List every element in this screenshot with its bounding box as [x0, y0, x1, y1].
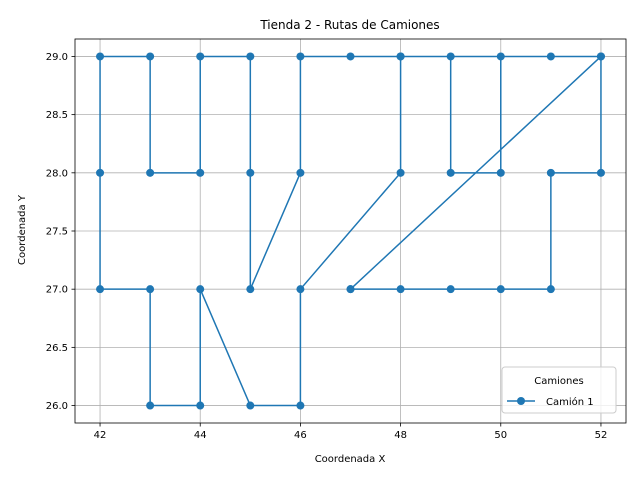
- data-point: [246, 401, 255, 410]
- x-tick-label: 44: [194, 430, 207, 441]
- data-point: [596, 52, 605, 61]
- data-point: [546, 52, 555, 61]
- data-point: [246, 52, 255, 61]
- data-point: [396, 52, 405, 61]
- data-point: [196, 168, 205, 177]
- data-point: [96, 285, 105, 294]
- data-point: [196, 285, 205, 294]
- data-point: [546, 285, 555, 294]
- series-layer: [96, 52, 605, 410]
- legend-title: Camiones: [534, 376, 583, 387]
- legend-marker: [517, 397, 525, 405]
- data-point: [346, 52, 355, 61]
- data-point: [346, 285, 355, 294]
- legend-entry-label: Camión 1: [546, 396, 594, 408]
- data-point: [96, 52, 105, 61]
- data-point: [146, 285, 155, 294]
- x-tick-label: 46: [294, 430, 307, 441]
- data-point: [196, 52, 205, 61]
- data-point: [396, 285, 405, 294]
- y-tick-label: 26.5: [46, 343, 68, 354]
- x-tick-label: 48: [394, 430, 407, 441]
- data-point: [146, 168, 155, 177]
- y-tick-label: 27.0: [46, 285, 68, 296]
- data-point: [296, 285, 305, 294]
- data-point: [296, 52, 305, 61]
- series-line: [99, 55, 602, 407]
- data-point: [446, 52, 455, 61]
- y-tick-label: 28.0: [46, 168, 68, 179]
- x-tick-label: 52: [595, 430, 608, 441]
- data-point: [146, 401, 155, 410]
- data-point: [496, 168, 505, 177]
- x-tick-label: 42: [94, 430, 107, 441]
- y-axis-label: Coordenada Y: [17, 194, 28, 265]
- y-tick-label: 29.0: [46, 52, 68, 63]
- x-tick-label: 50: [494, 430, 507, 441]
- data-point: [446, 285, 455, 294]
- y-tick-label: 27.5: [46, 227, 68, 238]
- chart-title: Tienda 2 - Rutas de Camiones: [259, 18, 439, 32]
- data-point: [496, 285, 505, 294]
- data-point: [296, 168, 305, 177]
- data-point: [96, 168, 105, 177]
- x-axis-label: Coordenada X: [315, 454, 386, 465]
- ticks: 42 44 46 48 50 52 26.0 26.5 27.0 27.5 28.0 28.5 29.0: [46, 52, 608, 441]
- data-point: [446, 168, 455, 177]
- data-point: [196, 401, 205, 410]
- data-point: [246, 285, 255, 294]
- data-point: [546, 168, 555, 177]
- data-point: [596, 168, 605, 177]
- data-point: [146, 52, 155, 61]
- data-point: [496, 52, 505, 61]
- y-tick-label: 26.0: [46, 401, 68, 412]
- data-point: [246, 168, 255, 177]
- legend: Camiones Camión 1: [501, 366, 617, 414]
- data-point: [396, 168, 405, 177]
- data-point: [296, 401, 305, 410]
- y-tick-label: 28.5: [46, 110, 68, 121]
